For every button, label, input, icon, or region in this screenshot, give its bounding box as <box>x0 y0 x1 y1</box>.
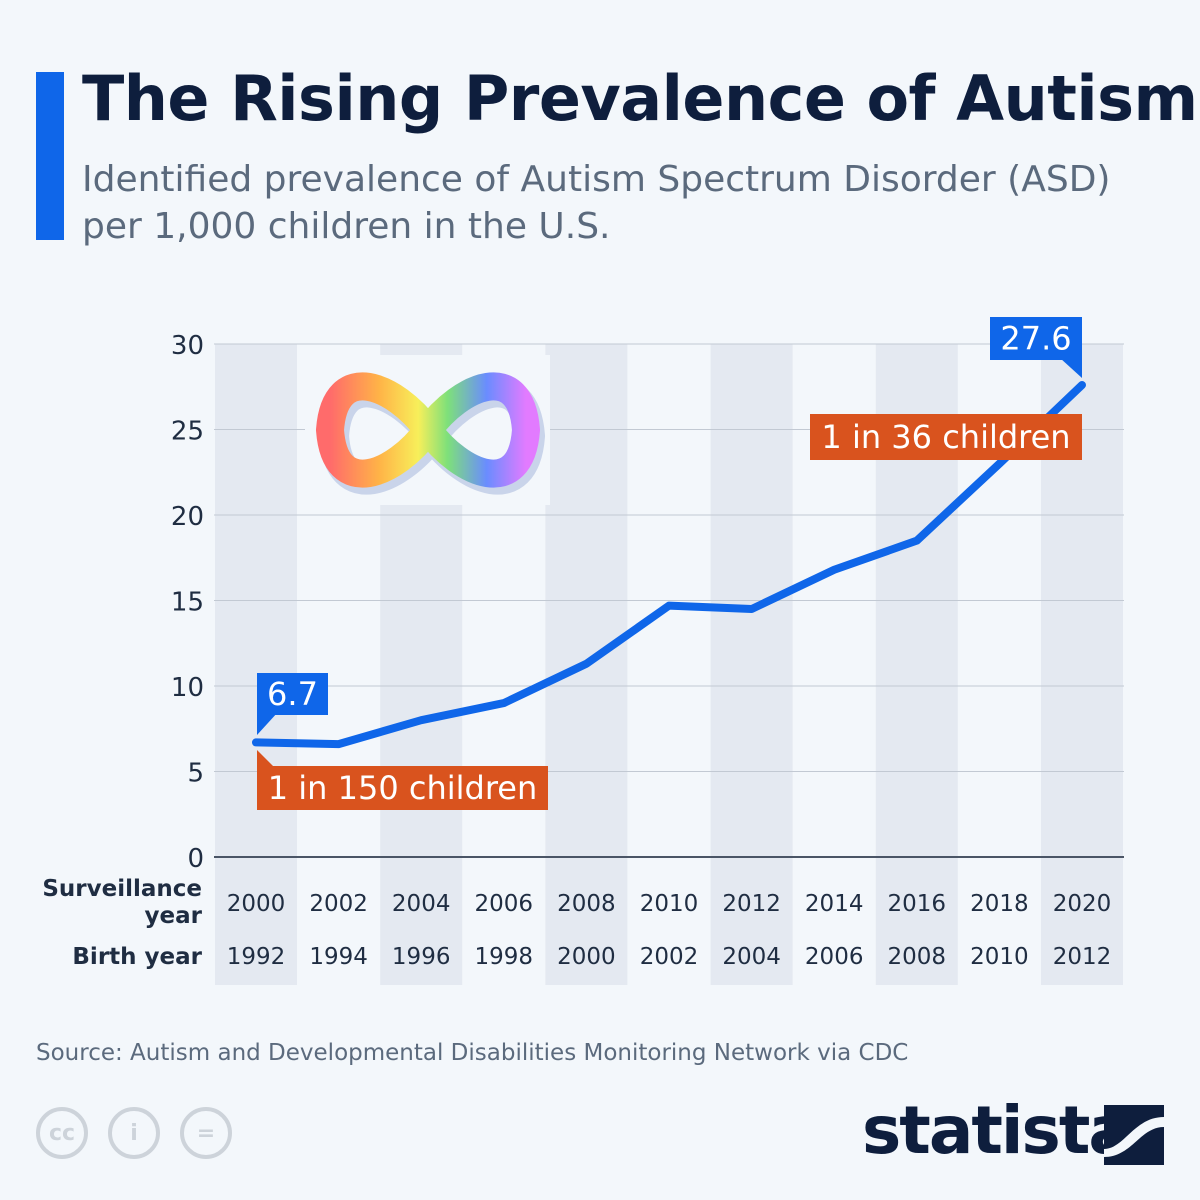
birth-year-label: 2008 <box>888 944 947 970</box>
no-derivatives-icon[interactable]: = <box>180 1107 232 1159</box>
y-tick-label: 10 <box>171 673 204 703</box>
x-tick-label: 2008 <box>557 891 616 917</box>
data-point <box>583 660 590 667</box>
column-band <box>710 344 793 985</box>
last-value-label-pointer <box>1060 358 1082 378</box>
birth-year-label: 1992 <box>227 944 286 970</box>
x-tick-label: 2020 <box>1053 891 1112 917</box>
surveillance-row-label-2: year <box>145 903 203 929</box>
data-point <box>253 739 259 746</box>
surveillance-row-label: Surveillance <box>42 876 202 902</box>
x-tick-label: 2000 <box>227 891 286 917</box>
birth-year-label: 2012 <box>1053 944 1112 970</box>
birth-year-label: 2000 <box>557 944 616 970</box>
y-tick-label: 20 <box>171 502 204 532</box>
statista-logo[interactable]: statista <box>862 1092 1133 1169</box>
cc-icon[interactable]: cc <box>36 1107 88 1159</box>
birth-year-label: 1998 <box>475 944 534 970</box>
y-tick-label: 30 <box>171 331 204 361</box>
birth-row-label: Birth year <box>72 944 202 970</box>
data-point <box>500 700 507 707</box>
birth-year-label: 2010 <box>970 944 1029 970</box>
first-note-label-pointer <box>257 750 276 769</box>
last-note-label-text: 1 in 36 children <box>821 418 1070 456</box>
column-band <box>215 344 297 985</box>
birth-year-label: 2002 <box>640 944 699 970</box>
first-value-label <box>257 673 328 715</box>
source-note: Source: Autism and Developmental Disabil… <box>36 1040 909 1066</box>
page-title: The Rising Prevalence of Autism <box>82 62 1198 135</box>
y-tick-label: 0 <box>187 844 204 874</box>
first-note-label-text: 1 in 150 children <box>268 769 538 807</box>
data-point <box>913 537 920 544</box>
data-point <box>748 606 755 613</box>
first-note-label <box>257 766 548 810</box>
first-value-label-pointer <box>257 712 278 735</box>
last-note-label <box>810 414 1082 460</box>
x-tick-label: 2004 <box>392 891 451 917</box>
first-value-label-text: 6.7 <box>267 675 318 713</box>
last-value-label <box>990 317 1082 360</box>
data-point <box>996 460 1003 467</box>
accent-bar <box>36 72 64 240</box>
subtitle: Identified prevalence of Autism Spectrum… <box>82 159 1111 247</box>
data-point <box>418 717 425 724</box>
x-tick-label: 2014 <box>805 891 864 917</box>
birth-year-label: 1994 <box>309 944 368 970</box>
x-tick-label: 2018 <box>970 891 1029 917</box>
x-tick-label: 2012 <box>722 891 781 917</box>
birth-year-label: 2004 <box>722 944 781 970</box>
y-tick-label: 25 <box>171 417 204 447</box>
y-tick-label: 5 <box>187 759 204 789</box>
data-point <box>335 741 342 748</box>
x-tick-label: 2016 <box>888 891 947 917</box>
data-point <box>1079 382 1085 389</box>
last-value-label-text: 27.6 <box>1000 320 1071 358</box>
x-tick-label: 2010 <box>640 891 699 917</box>
y-tick-label: 15 <box>171 588 204 618</box>
data-point <box>831 566 838 573</box>
birth-year-label: 2006 <box>805 944 864 970</box>
infinity-icon <box>305 355 550 505</box>
statista-mark-icon <box>1104 1105 1164 1165</box>
data-point <box>666 602 672 609</box>
attribution-icon[interactable]: i <box>108 1107 160 1159</box>
x-tick-label: 2006 <box>475 891 534 917</box>
birth-year-label: 1996 <box>392 944 451 970</box>
x-tick-label: 2002 <box>309 891 368 917</box>
